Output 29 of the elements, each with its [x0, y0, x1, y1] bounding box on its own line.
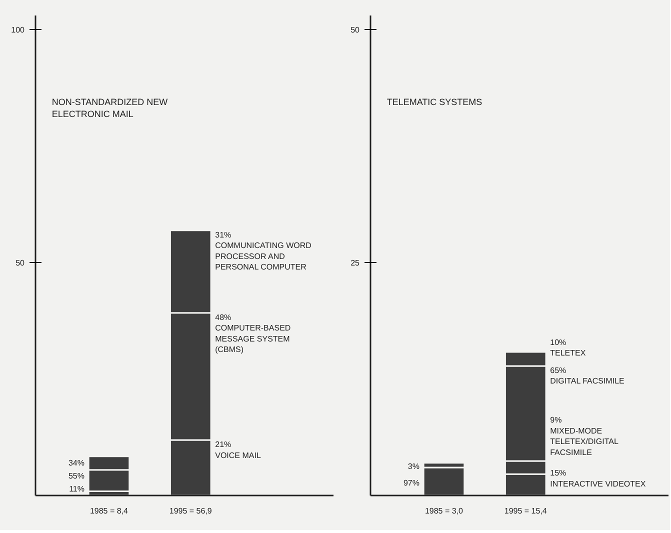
series-label: INTERACTIVE VIDEOTEX [550, 479, 646, 488]
annotation: 10% [550, 338, 566, 347]
text: TELEMATIC SYSTEMS [386, 97, 482, 108]
series-label: COMMUNICATING WORD PROCESSOR AND PERSONAL COMPUTER [215, 241, 312, 272]
annotation: 15% [550, 468, 566, 478]
series-label: VOICE MAIL [215, 450, 262, 460]
y-tick-label: 25 [350, 258, 360, 268]
text: NON-STANDARDIZED NEW ELECTRONIC MAIL [52, 97, 168, 120]
annotation: 9% [550, 416, 562, 424]
y-tick-label: 100 [11, 25, 26, 34]
annotation: 11% [69, 484, 84, 494]
annotation: 31% [215, 230, 232, 240]
y-tick-label: 50 [350, 25, 360, 34]
annotation: 48% [215, 312, 232, 322]
x-tick-label: 1985 = 3,0 [424, 506, 464, 516]
x-tick-label: 1995 = 15,4 [504, 506, 548, 516]
annotation: 97% [403, 478, 420, 488]
series-label: MIXED-MODE TELETEX/DIGITAL FACSIMILE [550, 426, 619, 457]
x-tick-label: 1985 = 8,4 [90, 506, 129, 516]
y-tick-label: 50 [16, 258, 26, 268]
annotation: 65% [550, 366, 566, 375]
series-label: COMPUTER-BASED MESSAGE SYSTEM (CBMS) [215, 324, 291, 354]
series-label: TELETEX [550, 348, 586, 358]
series-label: DIGITAL FACSIMILE [550, 376, 624, 386]
x-tick-label: 1995 = 56,9 [169, 506, 212, 516]
annotation: 21% [215, 440, 232, 450]
annotation: 3% [408, 462, 420, 472]
annotation: 34% [68, 458, 84, 468]
annotation: 55% [68, 472, 84, 480]
